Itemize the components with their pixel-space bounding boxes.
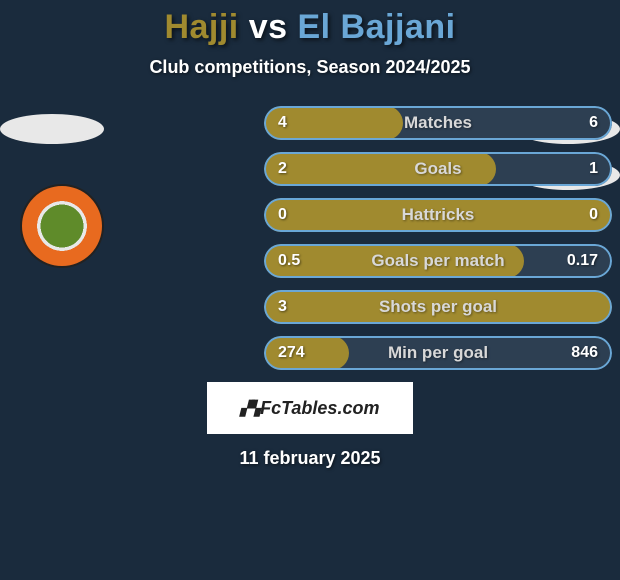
stat-label: Matches xyxy=(264,106,612,140)
page-title: Hajji vs El Bajjani xyxy=(0,8,620,47)
fctables-icon: ▞▚ xyxy=(241,400,259,417)
stat-label: Shots per goal xyxy=(264,290,612,324)
stat-value-right: 6 xyxy=(589,106,598,140)
comparison-chart: 4Matches6 2Goals1 0Hattricks0 0.5Goals per … xyxy=(264,106,612,370)
subtitle: Club competitions, Season 2024/2025 xyxy=(0,57,620,78)
stat-row: 4Matches6 xyxy=(264,106,612,140)
vs-text: vs xyxy=(249,8,288,46)
stat-value-right: 0.17 xyxy=(567,244,598,278)
player2-name: El Bajjani xyxy=(297,8,455,46)
club-badge xyxy=(20,184,104,268)
stat-label: Min per goal xyxy=(264,336,612,370)
stat-row: 0.5Goals per match0.17 xyxy=(264,244,612,278)
stat-row: 274Min per goal846 xyxy=(264,336,612,370)
stat-row: 0Hattricks0 xyxy=(264,198,612,232)
stat-label: Goals per match xyxy=(264,244,612,278)
fctables-logo: ▞▚ FcTables.com xyxy=(207,382,413,434)
stat-row: 2Goals1 xyxy=(264,152,612,186)
player1-name: Hajji xyxy=(164,8,238,46)
stat-value-right: 846 xyxy=(571,336,598,370)
club-badge-graphic xyxy=(20,184,104,268)
stat-value-right: 0 xyxy=(589,198,598,232)
stat-value-right: 1 xyxy=(589,152,598,186)
stat-row: 3Shots per goal xyxy=(264,290,612,324)
stat-label: Goals xyxy=(264,152,612,186)
fctables-text: FcTables.com xyxy=(260,398,379,419)
stat-label: Hattricks xyxy=(264,198,612,232)
comparison-card: Hajji vs El Bajjani Club competitions, S… xyxy=(0,0,620,469)
team1-logo-placeholder xyxy=(0,114,104,144)
date-text: 11 february 2025 xyxy=(0,448,620,469)
